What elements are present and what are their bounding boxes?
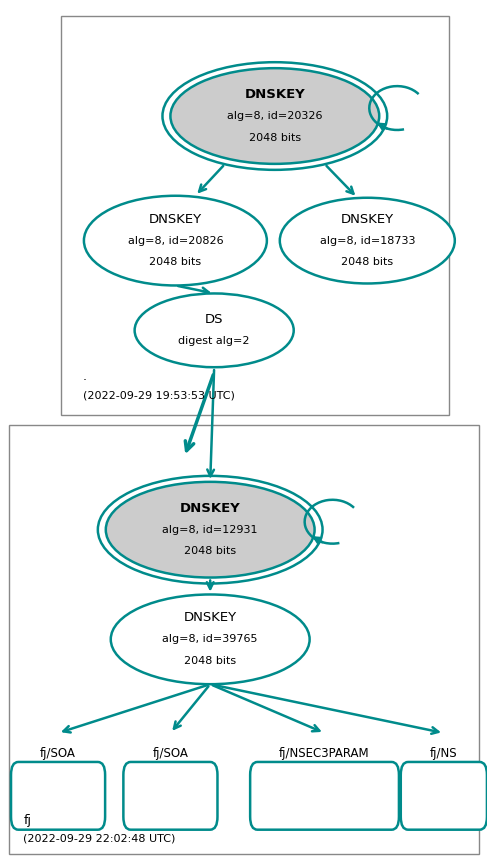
Ellipse shape bbox=[280, 198, 455, 284]
Text: 2048 bits: 2048 bits bbox=[149, 257, 202, 267]
Text: (2022-09-29 19:53:53 UTC): (2022-09-29 19:53:53 UTC) bbox=[83, 390, 235, 400]
Text: DS: DS bbox=[205, 313, 224, 326]
Text: DNSKEY: DNSKEY bbox=[180, 502, 241, 515]
Text: DNSKEY: DNSKEY bbox=[341, 213, 394, 226]
Text: fj/SOA: fj/SOA bbox=[152, 747, 188, 760]
Ellipse shape bbox=[111, 594, 309, 684]
Text: (2022-09-29 22:02:48 UTC): (2022-09-29 22:02:48 UTC) bbox=[23, 834, 176, 843]
Text: fj: fj bbox=[23, 814, 31, 827]
FancyBboxPatch shape bbox=[401, 762, 487, 830]
Ellipse shape bbox=[84, 195, 267, 285]
Ellipse shape bbox=[106, 482, 315, 578]
Text: 2048 bits: 2048 bits bbox=[249, 132, 301, 143]
Text: alg=8, id=20826: alg=8, id=20826 bbox=[127, 235, 223, 246]
Text: .: . bbox=[83, 370, 87, 383]
Text: 2048 bits: 2048 bits bbox=[341, 257, 393, 267]
FancyBboxPatch shape bbox=[123, 762, 218, 830]
Text: fj/NS: fj/NS bbox=[430, 747, 458, 760]
Text: alg=8, id=12931: alg=8, id=12931 bbox=[163, 525, 258, 535]
Text: fj/NSEC3PARAM: fj/NSEC3PARAM bbox=[279, 747, 370, 760]
Text: fj/SOA: fj/SOA bbox=[40, 747, 76, 760]
FancyBboxPatch shape bbox=[11, 762, 105, 830]
Text: alg=8, id=18733: alg=8, id=18733 bbox=[320, 235, 415, 246]
Text: alg=8, id=39765: alg=8, id=39765 bbox=[163, 634, 258, 644]
Ellipse shape bbox=[135, 293, 294, 368]
Text: DNSKEY: DNSKEY bbox=[183, 612, 237, 625]
FancyBboxPatch shape bbox=[250, 762, 399, 830]
Text: DNSKEY: DNSKEY bbox=[149, 213, 202, 226]
FancyBboxPatch shape bbox=[9, 425, 479, 854]
Text: 2048 bits: 2048 bits bbox=[184, 656, 236, 666]
Text: digest alg=2: digest alg=2 bbox=[179, 336, 250, 346]
Ellipse shape bbox=[170, 68, 379, 163]
Text: DNSKEY: DNSKEY bbox=[244, 88, 305, 101]
Text: alg=8, id=20326: alg=8, id=20326 bbox=[227, 111, 323, 121]
Text: 2048 bits: 2048 bits bbox=[184, 546, 236, 556]
FancyBboxPatch shape bbox=[61, 16, 449, 415]
